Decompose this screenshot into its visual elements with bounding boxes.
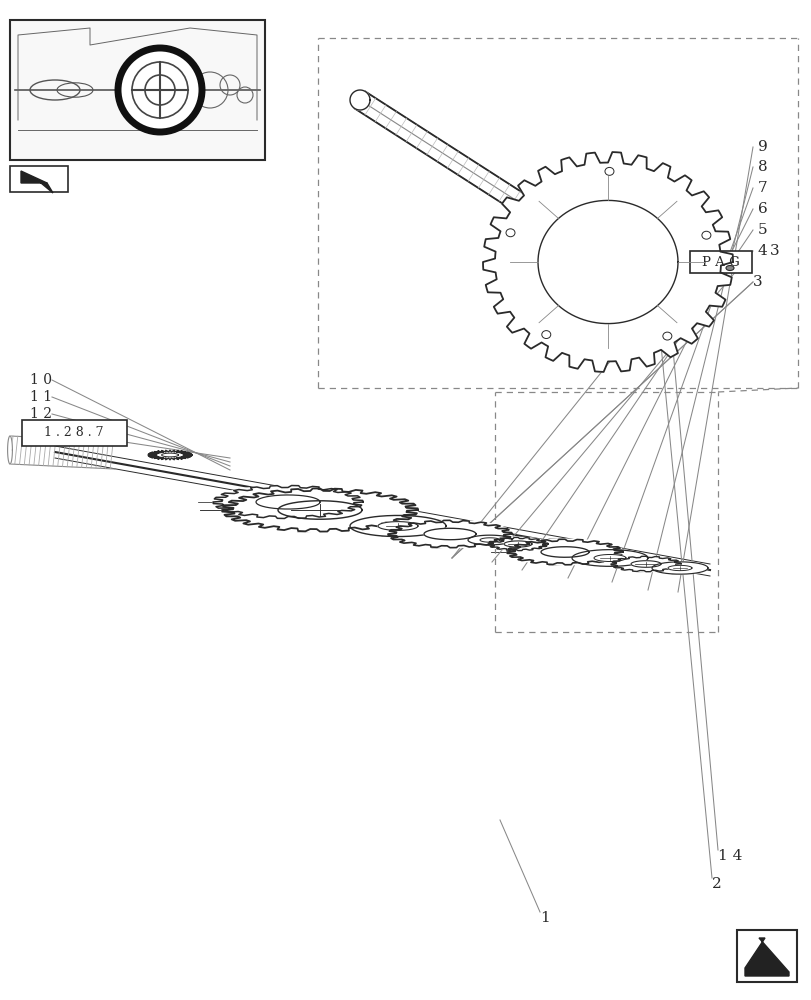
Polygon shape <box>255 495 320 509</box>
Text: 5: 5 <box>757 223 766 237</box>
Text: 9: 9 <box>757 140 767 154</box>
Polygon shape <box>350 90 370 110</box>
Text: 1 . 2 8 . 7: 1 . 2 8 . 7 <box>44 426 104 438</box>
Polygon shape <box>610 556 680 572</box>
Polygon shape <box>487 537 547 551</box>
Text: 3: 3 <box>769 244 779 258</box>
FancyBboxPatch shape <box>689 251 751 273</box>
Text: 1 3: 1 3 <box>30 424 52 438</box>
Bar <box>22 420 127 446</box>
Polygon shape <box>630 561 660 567</box>
Text: 6: 6 <box>757 202 767 216</box>
Polygon shape <box>221 488 418 532</box>
Text: P A G: P A G <box>702 255 739 268</box>
Text: 1 0: 1 0 <box>30 373 52 387</box>
Text: 3: 3 <box>752 275 762 289</box>
Text: 2: 2 <box>711 877 721 891</box>
Bar <box>736 930 796 982</box>
Polygon shape <box>212 486 363 518</box>
Polygon shape <box>221 488 418 532</box>
Polygon shape <box>594 554 625 562</box>
Polygon shape <box>212 486 363 518</box>
Text: 1 4: 1 4 <box>717 849 741 863</box>
Ellipse shape <box>725 265 733 270</box>
Text: 4: 4 <box>757 244 767 258</box>
Text: 8: 8 <box>757 160 766 174</box>
Polygon shape <box>479 538 500 542</box>
Polygon shape <box>506 539 622 565</box>
Polygon shape <box>21 171 53 193</box>
Polygon shape <box>667 565 691 571</box>
Bar <box>10 166 68 192</box>
Polygon shape <box>651 562 707 574</box>
Polygon shape <box>504 541 531 547</box>
Polygon shape <box>744 938 788 976</box>
Text: 7: 7 <box>757 181 766 195</box>
Text: 1 2: 1 2 <box>30 407 52 421</box>
Polygon shape <box>277 501 362 519</box>
Polygon shape <box>388 520 512 548</box>
Polygon shape <box>506 539 622 565</box>
Text: 1: 1 <box>539 911 549 925</box>
Polygon shape <box>350 515 445 537</box>
Polygon shape <box>148 450 191 460</box>
Polygon shape <box>538 200 677 324</box>
Polygon shape <box>378 522 418 530</box>
Bar <box>10 20 264 160</box>
Text: 1 1: 1 1 <box>30 390 52 404</box>
Polygon shape <box>540 547 588 557</box>
Polygon shape <box>483 152 732 372</box>
Polygon shape <box>610 556 680 572</box>
Polygon shape <box>423 528 475 540</box>
Polygon shape <box>467 535 512 545</box>
Polygon shape <box>487 537 547 551</box>
Polygon shape <box>388 520 512 548</box>
Polygon shape <box>7 436 12 464</box>
Polygon shape <box>571 550 647 566</box>
Circle shape <box>118 48 202 132</box>
